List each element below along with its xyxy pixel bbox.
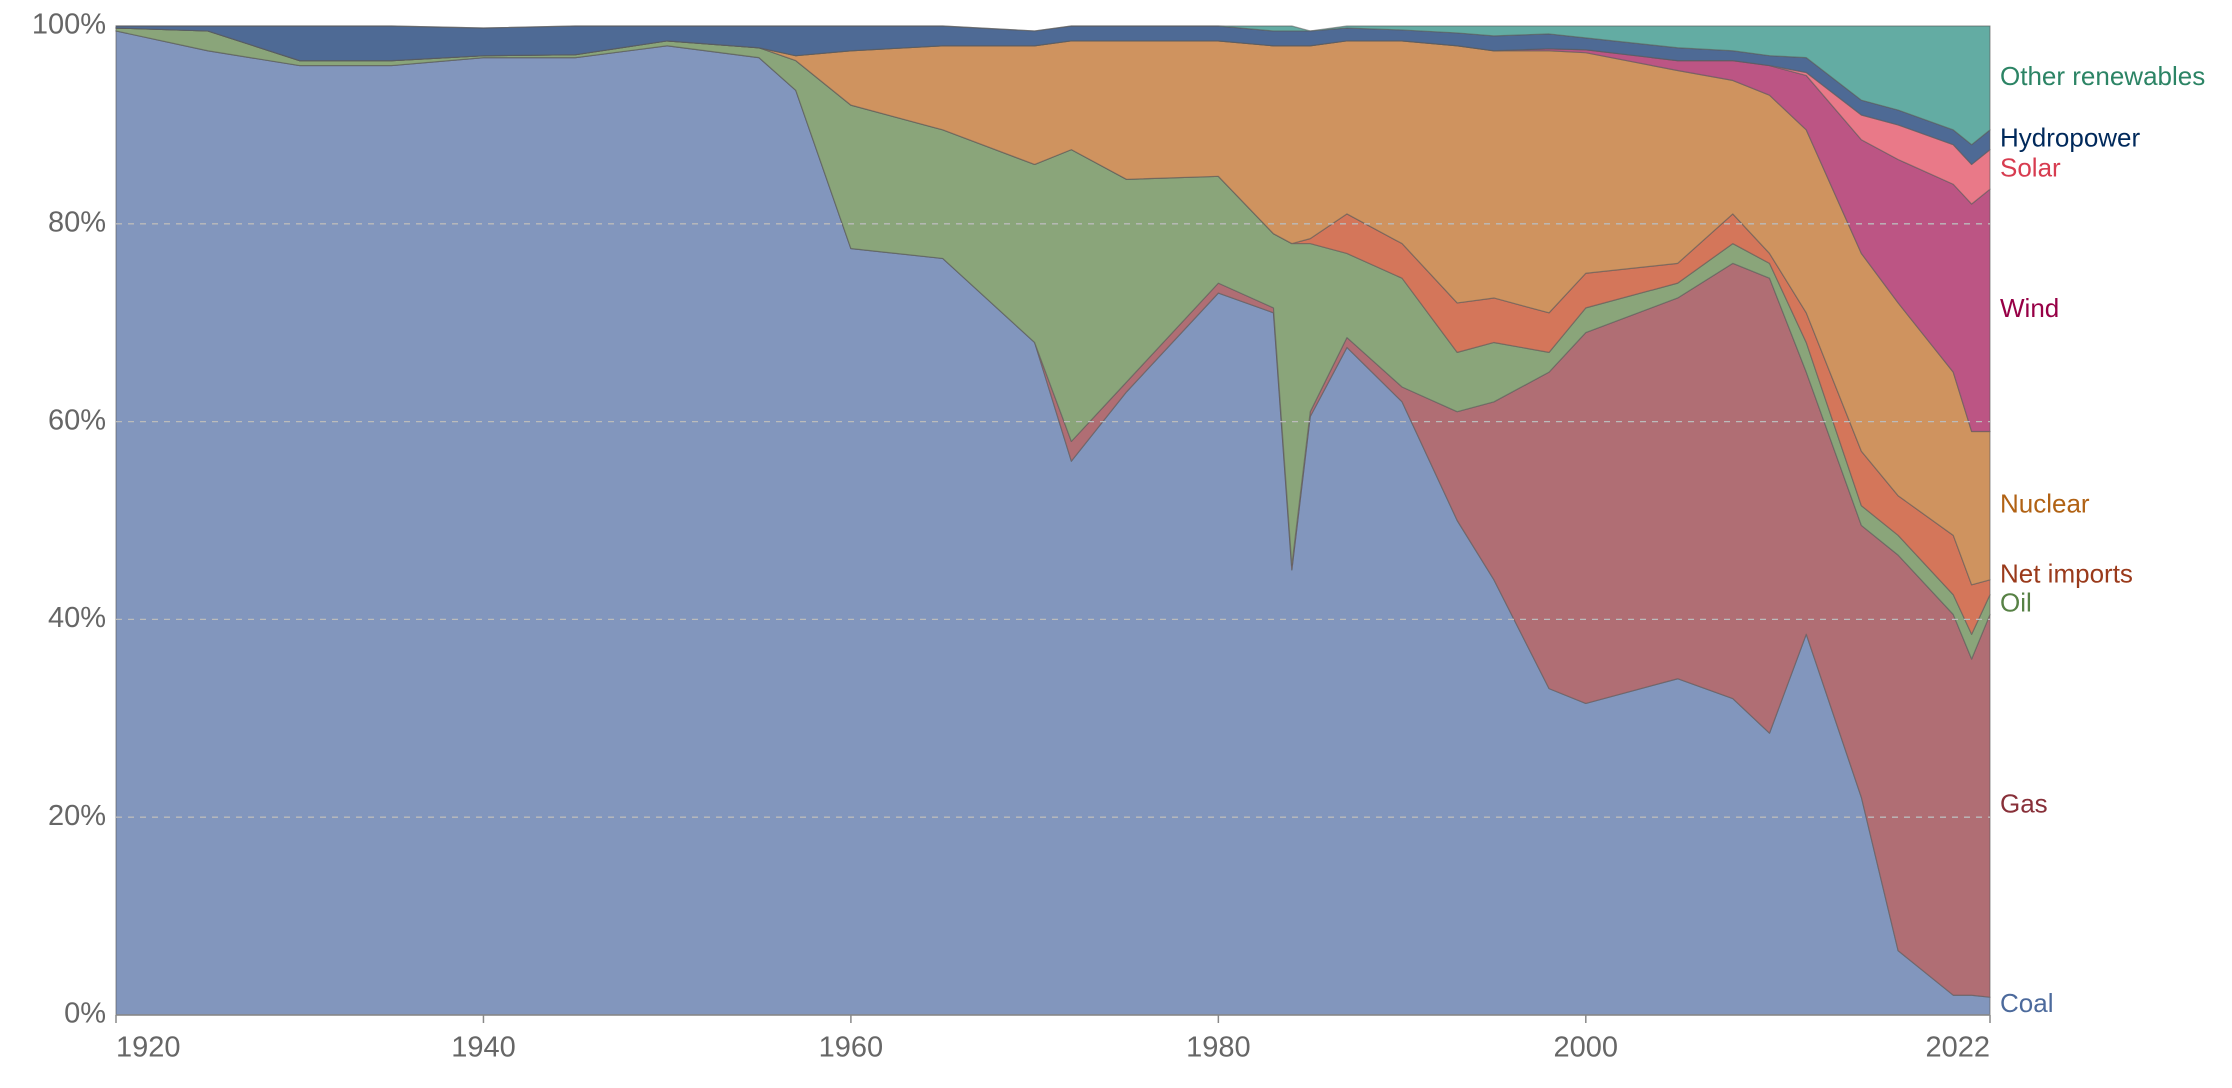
axes — [115, 1014, 1991, 1023]
legend-label: Nuclear — [2000, 489, 2090, 519]
x-tick-label: 1980 — [1186, 1032, 1251, 1064]
y-tick-label: 0% — [64, 998, 106, 1030]
area — [115, 25, 1991, 146]
legend-label: Oil — [2000, 587, 2032, 617]
x-tick-label: 2022 — [1925, 1032, 1990, 1064]
legend-label: Coal — [2000, 988, 2053, 1018]
legend-label: Gas — [2000, 789, 2048, 819]
legend-label: Wind — [2000, 293, 2059, 323]
y-tick-label: 60% — [48, 404, 106, 436]
legend-label: Net imports — [2000, 558, 2133, 588]
y-tick-label: 20% — [48, 800, 106, 832]
legend-label: Solar — [2000, 152, 2061, 182]
legend-label: Other renewables — [2000, 61, 2205, 91]
x-tick-label: 1940 — [451, 1032, 516, 1064]
y-tick-label: 80% — [48, 206, 106, 238]
areas — [115, 25, 1991, 1016]
x-tick-label: 2000 — [1554, 1032, 1619, 1064]
legend-label: Hydropower — [2000, 123, 2141, 153]
grid — [116, 223, 1990, 818]
y-tick-label: 40% — [48, 602, 106, 634]
y-tick-label: 100% — [32, 9, 106, 41]
x-tick-label: 1960 — [819, 1032, 884, 1064]
x-tick-label: 1920 — [116, 1032, 181, 1064]
